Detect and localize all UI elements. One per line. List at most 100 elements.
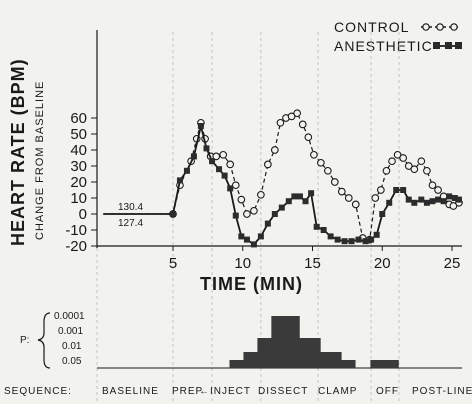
x-tick-label: 20 bbox=[374, 255, 391, 272]
control-point-marker bbox=[250, 206, 258, 215]
control-point-marker bbox=[371, 194, 380, 202]
control-point-marker bbox=[404, 162, 413, 170]
anesthetic-point-marker bbox=[250, 241, 257, 248]
anesthetic-point-marker bbox=[393, 187, 400, 193]
legend-control-label: CONTROL bbox=[334, 19, 409, 35]
anesthetic-point-marker bbox=[264, 220, 271, 227]
significance-bar bbox=[264, 338, 272, 368]
significance-bar bbox=[236, 360, 244, 368]
legend-anesthetic-marker bbox=[445, 42, 452, 49]
anesthetic-point-marker bbox=[296, 193, 303, 200]
legend-control-marker bbox=[450, 23, 458, 31]
x-tick-label: 5 bbox=[169, 255, 177, 272]
control-point-marker bbox=[449, 202, 458, 210]
anesthetic-point-marker bbox=[423, 199, 430, 206]
y-tick-label: 30 bbox=[70, 158, 87, 175]
x-tick-label: 10 bbox=[234, 255, 251, 272]
significance-bar bbox=[384, 360, 392, 368]
anesthetic-point-marker bbox=[216, 166, 223, 173]
anesthetic-point-marker bbox=[170, 211, 176, 217]
control-point-marker bbox=[257, 190, 265, 199]
p-level-label: 0.01 bbox=[62, 341, 82, 352]
sequence-phase-off: OFF bbox=[376, 386, 399, 397]
control-point-marker bbox=[330, 178, 339, 186]
significance-bar bbox=[391, 360, 399, 368]
anesthetic-point-marker bbox=[348, 238, 355, 245]
control-point-marker bbox=[428, 181, 437, 190]
anesthetic-point-marker bbox=[271, 211, 278, 217]
control-point-marker bbox=[276, 118, 285, 127]
significance-bar bbox=[370, 360, 378, 368]
y-axis-subtitle: CHANGE FROM BASELINE bbox=[34, 81, 46, 240]
anesthetic-point-marker bbox=[418, 196, 425, 203]
sequence-phase-clamp: CLAMP bbox=[318, 386, 357, 397]
legend-anesthetic-marker bbox=[455, 42, 462, 49]
control-point-marker bbox=[243, 210, 251, 218]
control-point-marker bbox=[344, 194, 353, 202]
significance-bar bbox=[292, 316, 300, 368]
p-level-label: 0.0001 bbox=[54, 311, 85, 322]
significance-bar bbox=[334, 352, 342, 368]
control-point-marker bbox=[237, 195, 246, 204]
control-point-marker bbox=[417, 157, 426, 166]
anesthetic-point-marker bbox=[302, 198, 309, 205]
y-tick-label: 10 bbox=[70, 190, 87, 207]
control-point-marker bbox=[298, 120, 307, 129]
anesthetic-point-marker bbox=[320, 227, 327, 233]
control-point-marker bbox=[423, 166, 431, 175]
control-point-marker bbox=[270, 146, 279, 154]
anesthetic-point-marker bbox=[176, 177, 183, 184]
control-point-marker bbox=[287, 112, 296, 121]
p-value-brace bbox=[37, 312, 51, 369]
anesthetic-point-marker bbox=[232, 212, 239, 219]
baseline-value-control: 130.4 bbox=[118, 202, 143, 213]
anesthetic-point-marker bbox=[291, 193, 298, 200]
y-tick-label: 50 bbox=[70, 126, 87, 143]
significance-bar bbox=[327, 352, 335, 368]
anesthetic-point-marker bbox=[411, 199, 418, 206]
y-tick-label: -10 bbox=[65, 222, 87, 239]
anesthetic-point-marker bbox=[209, 158, 216, 165]
sequence-phase-dissect: DISSECT bbox=[258, 386, 308, 397]
anesthetic-point-marker bbox=[183, 167, 190, 174]
series-line-control bbox=[103, 112, 460, 241]
anesthetic-point-marker bbox=[203, 145, 210, 152]
sequence-phase-inject: INJECT bbox=[210, 386, 251, 397]
anesthetic-point-marker bbox=[308, 190, 315, 197]
anesthetic-point-marker bbox=[405, 196, 412, 203]
anesthetic-point-marker bbox=[243, 236, 250, 243]
y-tick-label: 0 bbox=[79, 206, 87, 223]
anesthetic-point-marker bbox=[435, 196, 442, 203]
legend-anesthetic-label: ANESTHETIC bbox=[334, 38, 433, 54]
control-point-marker bbox=[212, 152, 221, 161]
anesthetic-point-marker bbox=[429, 198, 436, 205]
significance-bar bbox=[271, 316, 279, 368]
control-point-marker bbox=[388, 157, 396, 166]
legend-control-marker bbox=[436, 23, 444, 31]
legend-anesthetic-marker bbox=[433, 42, 440, 49]
control-point-marker bbox=[351, 200, 360, 209]
significance-bar bbox=[348, 360, 356, 368]
significance-bar bbox=[278, 316, 286, 368]
sequence-phase-post: POST-LINE bbox=[412, 386, 472, 397]
anesthetic-point-marker bbox=[440, 198, 447, 205]
control-point-marker bbox=[382, 166, 391, 175]
anesthetic-point-marker bbox=[197, 123, 204, 129]
x-tick-label: 25 bbox=[444, 255, 461, 272]
anesthetic-point-marker bbox=[451, 195, 458, 201]
significance-bar bbox=[257, 338, 265, 368]
data-series bbox=[103, 109, 463, 248]
anesthetic-point-marker bbox=[362, 238, 369, 245]
sequence-row: SEQUENCE: BASELINE PREP ← INJECT DISSECT… bbox=[4, 386, 472, 397]
anesthetic-point-marker bbox=[379, 211, 386, 217]
significance-bar bbox=[243, 352, 251, 368]
control-point-marker bbox=[399, 154, 408, 162]
legend-control-marker bbox=[422, 23, 430, 31]
control-point-marker bbox=[310, 150, 318, 159]
anesthetic-point-marker bbox=[257, 233, 264, 240]
control-point-marker bbox=[377, 186, 385, 194]
control-point-marker bbox=[226, 160, 235, 169]
anesthetic-point-marker bbox=[455, 196, 462, 203]
